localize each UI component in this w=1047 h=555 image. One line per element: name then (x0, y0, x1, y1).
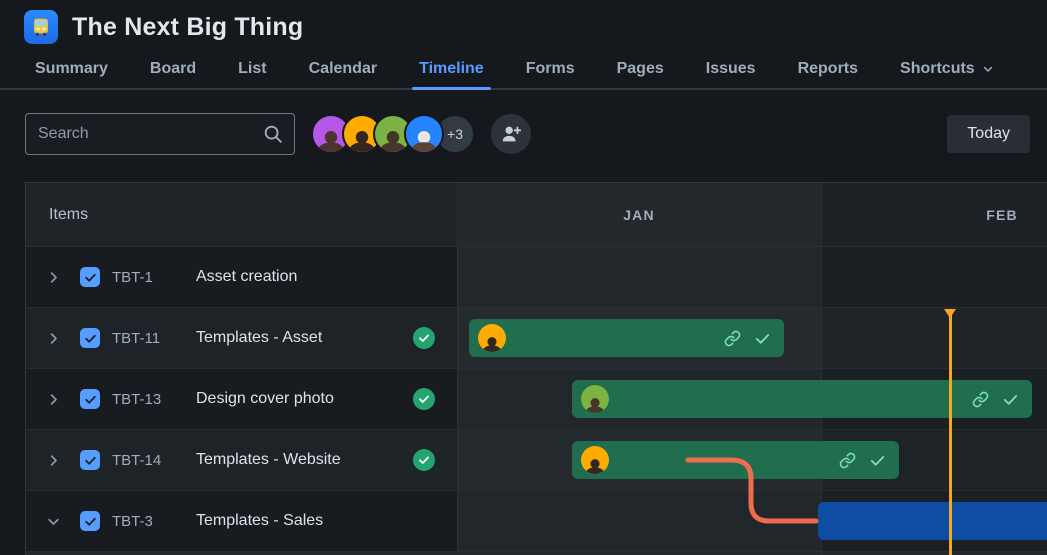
collapse-chevron-down-icon[interactable] (46, 514, 72, 529)
person-add-icon (502, 126, 522, 142)
row-chart-cell (458, 308, 1047, 368)
tab-board[interactable]: Board (149, 60, 197, 77)
timeline-bar-tbt-11[interactable] (469, 319, 784, 357)
assignee-avatar (581, 385, 609, 413)
tab-timeline[interactable]: Timeline (398, 50, 505, 90)
issue-title[interactable]: Templates - Asset (196, 329, 323, 346)
issue-key[interactable]: TBT-14 (112, 451, 162, 469)
project-nav-tabs: Summary Board List Calendar Timeline For… (0, 50, 1047, 90)
timeline-panel: Items JAN FEB TBT-1 Asset creation (25, 182, 1047, 555)
issue-key[interactable]: TBT-13 (112, 390, 162, 408)
row-chart-cell (458, 491, 1047, 551)
row-checkbox[interactable] (80, 389, 100, 409)
issue-key[interactable]: TBT-1 (112, 268, 153, 286)
search-icon (262, 123, 284, 150)
link-icon (724, 330, 741, 346)
table-row: TBT-11 Templates - Asset (26, 308, 1047, 369)
search-box (25, 113, 295, 155)
bar-status-icons (724, 330, 784, 347)
timeline-bar-tbt-13[interactable] (572, 380, 1032, 418)
issue-title[interactable]: Templates - Website (196, 451, 341, 468)
status-done-icon (413, 388, 435, 410)
table-row: TBT-14 Templates - Website (26, 430, 1047, 491)
month-label-feb: FEB (986, 206, 1018, 223)
timeline-bar-tbt-3[interactable] (818, 502, 1047, 540)
table-row: TBT-3 Templates - Sales (26, 491, 1047, 552)
project-avatar-bus-icon[interactable] (24, 10, 58, 44)
timeline-toolbar: +3 Today (0, 112, 1047, 156)
row-item-cell: TBT-13 Design cover photo (26, 369, 458, 429)
row-chart-cell (458, 430, 1047, 490)
issue-key[interactable]: TBT-3 (112, 512, 153, 530)
row-checkbox[interactable] (80, 267, 100, 287)
chevron-down-icon (983, 66, 992, 72)
member-avatar-stack: +3 (311, 114, 475, 154)
items-column-header: Items (26, 183, 458, 246)
months-header: JAN FEB (458, 183, 1047, 246)
assignee-avatar (478, 324, 506, 352)
app-header: The Next Big Thing (0, 0, 1047, 46)
assignee-avatar (581, 446, 609, 474)
tab-reports[interactable]: Reports (797, 60, 859, 77)
row-item-cell: TBT-1 Asset creation (26, 247, 458, 307)
expand-chevron-right-icon[interactable] (46, 270, 72, 285)
row-checkbox[interactable] (80, 450, 100, 470)
search-input[interactable] (25, 113, 295, 155)
check-icon (755, 333, 770, 344)
table-row: TBT-1 Asset creation (26, 247, 1047, 308)
row-chart-cell (458, 247, 1047, 307)
link-icon (972, 391, 989, 407)
member-avatar-4[interactable] (404, 114, 444, 154)
tab-forms[interactable]: Forms (525, 60, 575, 77)
expand-chevron-right-icon[interactable] (46, 331, 72, 346)
tab-pages[interactable]: Pages (616, 60, 664, 77)
status-done-icon (413, 449, 435, 471)
tab-calendar[interactable]: Calendar (308, 60, 378, 77)
expand-chevron-right-icon[interactable] (46, 453, 72, 468)
row-checkbox[interactable] (80, 328, 100, 348)
bar-status-icons (972, 391, 1032, 408)
check-icon (1003, 394, 1018, 405)
row-item-cell: TBT-14 Templates - Website (26, 430, 458, 490)
add-people-button[interactable] (491, 114, 531, 154)
tab-shortcuts[interactable]: Shortcuts (879, 50, 1015, 88)
bar-status-icons (839, 452, 899, 469)
expand-chevron-right-icon[interactable] (46, 392, 72, 407)
timeline-bar-tbt-14[interactable] (572, 441, 899, 479)
tab-summary[interactable]: Summary (35, 60, 108, 77)
month-grid-line (821, 183, 822, 555)
tab-list[interactable]: List (238, 60, 267, 77)
row-checkbox[interactable] (80, 511, 100, 531)
items-header-label: Items (49, 205, 89, 223)
month-label-jan: JAN (623, 206, 655, 223)
bus-icon (34, 18, 48, 36)
issue-title[interactable]: Templates - Sales (196, 512, 324, 529)
tab-shortcuts-label: Shortcuts (900, 60, 975, 77)
page-title: The Next Big Thing (72, 12, 304, 41)
row-item-cell: TBT-3 Templates - Sales (26, 491, 458, 551)
today-button[interactable]: Today (947, 115, 1030, 153)
next-row-partial (26, 552, 1047, 555)
issue-title[interactable]: Design cover photo (196, 390, 334, 407)
timeline-header-row: Items JAN FEB (26, 183, 1047, 247)
issue-key[interactable]: TBT-11 (112, 329, 161, 347)
row-item-cell: TBT-11 Templates - Asset (26, 308, 458, 368)
row-chart-cell (458, 369, 1047, 429)
table-row: TBT-13 Design cover photo (26, 369, 1047, 430)
check-icon (870, 455, 885, 466)
issue-title[interactable]: Asset creation (196, 268, 298, 285)
tab-issues[interactable]: Issues (705, 60, 756, 77)
link-icon (839, 452, 856, 468)
status-done-icon (413, 327, 435, 349)
